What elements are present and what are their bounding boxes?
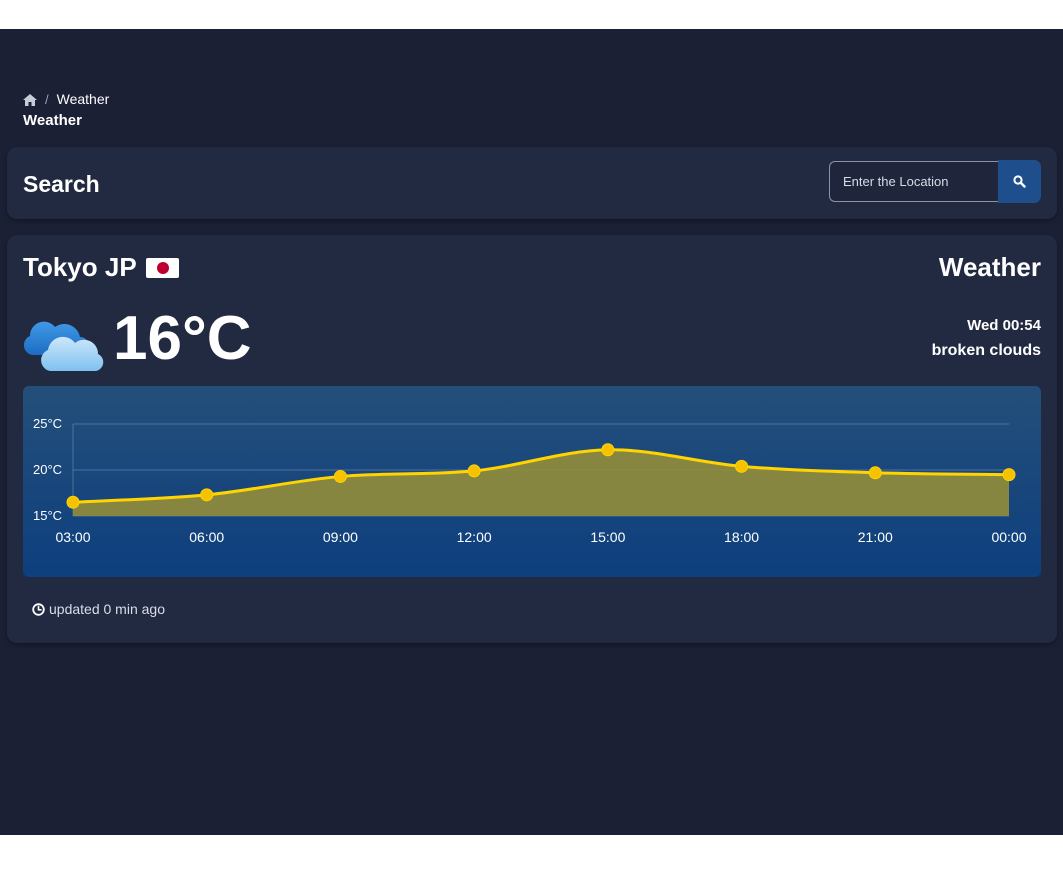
series-area xyxy=(73,449,1009,516)
data-point xyxy=(333,469,347,483)
temperature: 16°C xyxy=(113,304,252,373)
x-tick-label: 21:00 xyxy=(858,529,893,545)
x-tick-label: 09:00 xyxy=(323,529,358,545)
search-input[interactable] xyxy=(829,161,998,202)
temperature-chart: 15°C 20°C 25°C 03:00 06:00 09:00 12:00 15:00 18:… xyxy=(23,386,1041,577)
clock-icon xyxy=(32,602,45,616)
data-point xyxy=(735,459,749,473)
updated-status: updated 0 min ago xyxy=(32,601,165,617)
y-tick-label: 15°C xyxy=(33,508,62,523)
search-title: Search xyxy=(23,171,100,197)
data-point xyxy=(66,495,80,509)
x-tick-label: 00:00 xyxy=(991,529,1026,545)
weather-description: broken clouds xyxy=(931,342,1041,359)
app-root: / Weather Weather Search Tokyo JP Weathe… xyxy=(0,29,1063,835)
data-point xyxy=(1002,468,1016,482)
data-point xyxy=(601,443,615,457)
x-tick-label: 12:00 xyxy=(457,529,492,545)
chart-svg: 15°C 20°C 25°C 03:00 06:00 09:00 12:00 15:00 18:… xyxy=(33,416,1027,545)
data-point xyxy=(467,464,481,478)
home-icon[interactable] xyxy=(23,93,37,106)
x-tick-label: 06:00 xyxy=(189,529,224,545)
city-label: Tokyo JP xyxy=(23,252,137,282)
series-line xyxy=(72,448,1010,504)
x-tick-label: 15:00 xyxy=(590,529,625,545)
search-group xyxy=(829,160,1041,204)
page-title: Weather xyxy=(23,112,82,129)
search-button[interactable] xyxy=(998,160,1041,203)
weather-heading: Weather xyxy=(938,252,1041,282)
data-point xyxy=(868,466,882,480)
search-card: Search xyxy=(7,147,1057,219)
city-name: Tokyo JP xyxy=(23,252,179,283)
updated-label: updated 0 min ago xyxy=(49,601,165,617)
y-tick-label: 25°C xyxy=(33,416,62,431)
cloud-icon xyxy=(23,321,104,371)
japan-flag-icon xyxy=(145,257,179,278)
search-icon xyxy=(1013,175,1026,188)
data-point xyxy=(200,488,214,502)
breadcrumb-current: Weather xyxy=(56,91,110,107)
y-tick-label: 20°C xyxy=(33,462,62,477)
weather-card: Tokyo JP Weather 16°C Wed 00:54 broken c… xyxy=(7,235,1057,643)
datetime: Wed 00:54 xyxy=(967,317,1041,334)
x-tick-label: 18:00 xyxy=(724,529,759,545)
x-tick-label: 03:00 xyxy=(55,529,90,545)
breadcrumb-separator: / xyxy=(45,91,49,107)
breadcrumb: / Weather xyxy=(23,91,109,107)
